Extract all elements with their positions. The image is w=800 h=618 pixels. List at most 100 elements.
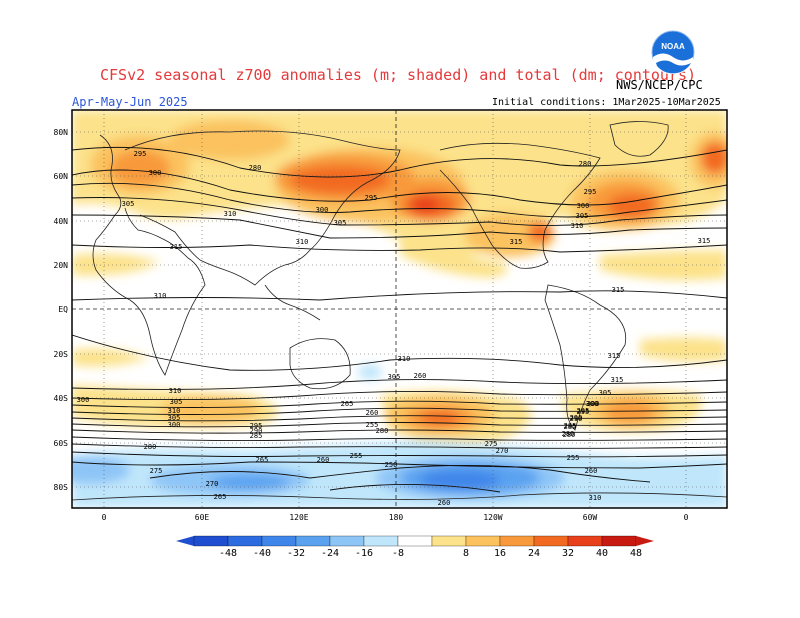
colorbar-swatch	[261, 535, 297, 547]
contour-value-label: 280	[563, 431, 576, 439]
colorbar-arrow-low	[176, 536, 194, 546]
colorbar-swatch	[227, 535, 263, 547]
positive-anomaly-region	[290, 166, 390, 194]
positive-anomaly-region	[701, 142, 727, 174]
colorbar-tick-label: 32	[562, 548, 574, 559]
longitude-label: 120W	[483, 513, 502, 522]
contour-305	[72, 197, 727, 226]
contour-310-south	[72, 379, 727, 390]
latitude-label: 80N	[54, 128, 69, 137]
negative-anomaly-region	[358, 364, 382, 380]
contour-value-label: 285	[564, 423, 577, 431]
contour-285-south	[72, 422, 727, 428]
contour-value-label: 275	[150, 467, 163, 475]
map-frame	[71, 109, 728, 509]
coastline-asia	[124, 130, 401, 286]
positive-anomaly-region	[170, 120, 290, 160]
colorbar-arrow-high	[636, 536, 654, 546]
contour-value-label: 280	[562, 430, 575, 438]
contour-value-label: 280	[249, 164, 262, 172]
colorbar-tick-label: 16	[494, 548, 506, 559]
coastline-australia	[289, 338, 351, 390]
latitude-label: 60N	[54, 172, 69, 181]
positive-anomaly-region	[400, 230, 508, 278]
contour-value-label: 270	[206, 480, 219, 488]
longitude-labels: 0 60E 120E 180 120W 60W 0	[102, 513, 689, 522]
contour-275-south	[72, 436, 727, 442]
coastlines	[72, 121, 727, 501]
contour-value-label: 310	[589, 494, 602, 502]
contour-value-label: 300	[587, 400, 600, 408]
contour-305-south	[72, 390, 727, 401]
contour-value-label: 315	[698, 237, 711, 245]
coastline-greenland	[609, 121, 669, 157]
contour-value-label: 260	[585, 467, 598, 475]
latitude-label: 40S	[54, 394, 69, 403]
contour-value-label: 310	[398, 355, 411, 363]
noaa-logo-text: NOAA	[661, 42, 685, 51]
contour-value-label: 315	[611, 376, 624, 384]
colorbar-swatch	[431, 535, 467, 547]
latitude-label: 60S	[54, 439, 69, 448]
contour-value-label: 290	[250, 427, 263, 435]
contour-value-label: 310	[169, 387, 182, 395]
contour-value-label: 305	[388, 373, 401, 381]
contour-value-label: 315	[510, 238, 523, 246]
contour-value-label: 290	[570, 414, 583, 422]
contour-value-label: 280	[144, 443, 157, 451]
contour-value-label: 295	[250, 422, 263, 430]
colorbar-swatch	[567, 535, 603, 547]
colorbar-swatch	[601, 535, 637, 547]
coastline-southeast-asia	[264, 284, 321, 321]
contour-250-south	[329, 484, 501, 493]
contour-value-label: 300	[577, 202, 590, 210]
contour-value-label: 295	[134, 150, 147, 158]
coastline-north-america	[439, 142, 601, 269]
contour-value-label: 310	[571, 222, 584, 230]
contour-value-label: 305	[122, 200, 135, 208]
colorbar-tick-label: -48	[219, 548, 237, 559]
contour-value-label: 315	[608, 352, 621, 360]
contour-value-label: 310	[154, 292, 167, 300]
contour-300-south	[72, 400, 727, 408]
contour-value-label: 270	[496, 447, 509, 455]
contour-value-label: 290	[570, 415, 583, 423]
contour-value-label: 280	[579, 160, 592, 168]
negative-anomaly-region	[210, 474, 290, 490]
colorbar-tick-label: 8	[463, 548, 469, 559]
colorbar-tick-label: 24	[528, 548, 540, 559]
colorbar-tick-label: -24	[321, 548, 339, 559]
colorbar-swatch	[329, 535, 365, 547]
contour-value-label: 255	[567, 454, 580, 462]
contour-value-label: 305	[168, 414, 181, 422]
initial-conditions-label: Initial conditions: 1Mar2025-10Mar2025	[492, 97, 721, 108]
latitude-label: 80S	[54, 483, 69, 492]
contour-value-label: 295	[577, 407, 590, 415]
contour-value-label: 315	[170, 243, 183, 251]
colorbar-swatch	[465, 535, 501, 547]
contour-value-label: 300	[149, 169, 162, 177]
contour-value-label: 265	[341, 400, 354, 408]
contour-310	[72, 214, 727, 239]
contour-value-label: 310	[168, 407, 181, 415]
contour-value-label: 295	[577, 408, 590, 416]
contour-value-label: 250	[385, 461, 398, 469]
contour-value-label: 310	[296, 238, 309, 246]
contour-255-south	[149, 464, 651, 483]
latitude-label: 20N	[54, 261, 69, 270]
coastline-south-america	[544, 284, 627, 431]
contour-value-label: 260	[317, 456, 330, 464]
season-label: Apr-May-Jun 2025	[72, 95, 188, 109]
positive-anomaly-region	[605, 401, 655, 423]
contour-280-south	[72, 429, 727, 434]
contour-value-label: 260	[438, 499, 451, 507]
longitude-label: 0	[102, 513, 107, 522]
chart-title: CFSv2 seasonal z700 anomalies (m; shaded…	[100, 66, 697, 84]
positive-anomaly-region	[608, 194, 656, 218]
colorbar-swatch	[363, 535, 399, 547]
contour-295	[72, 169, 727, 206]
agency-credit: NWS/NCEP/CPC	[616, 78, 703, 92]
contour-value-label: 300	[586, 400, 599, 408]
colorbar-tick-label: -16	[355, 548, 373, 559]
